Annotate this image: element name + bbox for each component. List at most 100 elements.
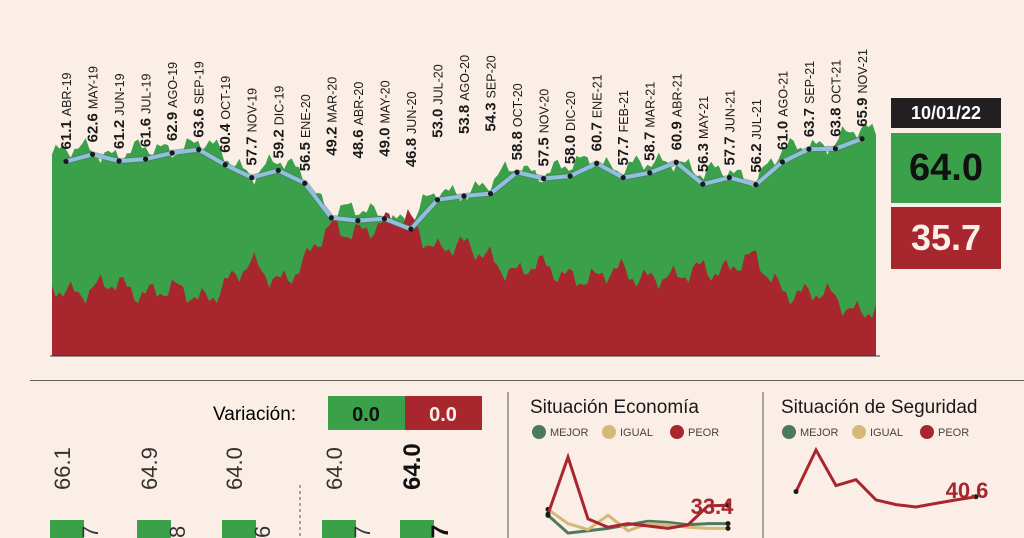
approval-value-label: 65.9 NOV-21 xyxy=(854,49,871,127)
economy-title: Situación Economía xyxy=(530,397,699,418)
approval-value: 48.6 xyxy=(350,129,367,158)
mini-disapprove-label: 7 xyxy=(78,526,103,538)
approval-value-label: 62.9 AGO-19 xyxy=(164,62,181,141)
approval-value-label: 57.7 JUN-21 xyxy=(721,90,738,166)
approval-value: 57.7 xyxy=(721,136,738,165)
approval-month: JUL-20 xyxy=(431,64,445,104)
approval-point xyxy=(196,147,202,153)
approval-month: MAR-20 xyxy=(325,77,339,123)
approval-month: OCT-20 xyxy=(511,83,525,127)
approval-month: ENE-21 xyxy=(591,74,605,118)
approval-value: 62.9 xyxy=(164,112,181,141)
approval-month: AGO-19 xyxy=(166,62,180,108)
mini-bars-layer: 66.1 7 64.9 8 64.0 6 64.0 7 64.0 7 xyxy=(50,443,454,538)
legend-dot xyxy=(532,425,546,439)
approval-value: 57.5 xyxy=(536,137,553,166)
approval-point xyxy=(753,182,759,188)
mini-approve-label: 64.9 xyxy=(137,447,162,490)
approval-point xyxy=(116,158,122,164)
series-point xyxy=(545,511,551,517)
approval-point xyxy=(859,136,865,142)
approval-point xyxy=(249,174,255,181)
approval-value: 53.8 xyxy=(456,105,473,134)
approval-month: AGO-20 xyxy=(458,55,472,101)
approval-value: 57.7 xyxy=(615,136,632,165)
approval-point xyxy=(275,167,281,174)
approval-month: DIC-19 xyxy=(272,86,286,126)
approval-month: NOV-20 xyxy=(538,89,552,134)
mini-approve-bar xyxy=(50,520,84,538)
mini-approve-bar xyxy=(222,520,256,538)
bottom-svg: Variación: 0.0 0.0 66.1764.9864.0664.076… xyxy=(30,379,1024,538)
line-layer xyxy=(63,135,865,233)
mini-disapprove-label: 6 xyxy=(250,526,275,538)
approval-point xyxy=(806,146,812,152)
approval-value: 61.0 xyxy=(774,121,791,150)
approval-value-label: 61.6 JUL-19 xyxy=(138,74,155,148)
legend-dot xyxy=(670,425,684,439)
approval-value-label: 54.3 SEP-20 xyxy=(483,55,500,131)
approval-value-label: 58.8 OCT-20 xyxy=(509,83,526,160)
approval-value: 58.7 xyxy=(642,132,659,161)
approval-month: NOV-21 xyxy=(856,49,870,94)
approval-month: SEP-21 xyxy=(803,61,817,104)
approval-value-label: 63.7 SEP-21 xyxy=(801,61,818,137)
variation-approve-value: 0.0 xyxy=(352,404,380,426)
disapprove-value-box: 35.7 xyxy=(891,207,1001,269)
approval-value: 49.0 xyxy=(376,128,393,157)
approval-value-label: 57.7 FEB-21 xyxy=(615,90,632,166)
approval-value-label: 63.8 OCT-21 xyxy=(827,60,844,137)
legend-label: MEJOR xyxy=(550,427,589,439)
approval-month: JUN-19 xyxy=(113,73,127,115)
approval-point xyxy=(381,216,387,222)
approval-month: AGO-21 xyxy=(776,71,790,117)
label-layer: 61.1 ABR-19 62.6 MAY-19 61.2 JUN-19 61.6 JUL-19… xyxy=(58,49,871,173)
approval-point xyxy=(222,162,228,168)
approval-point xyxy=(514,169,520,175)
approval-month: ENE-20 xyxy=(299,94,313,138)
security-legend: MEJOR IGUAL PEOR xyxy=(782,425,969,439)
economy-legend: MEJOR IGUAL PEOR xyxy=(532,425,719,439)
approval-value: 61.1 xyxy=(58,120,75,149)
approval-point xyxy=(461,193,467,199)
approval-point xyxy=(673,159,679,166)
approval-value: 58.8 xyxy=(509,131,526,160)
approval-month: SEP-20 xyxy=(485,55,499,98)
mini-disapprove-label: 7 xyxy=(350,526,375,538)
approval-value-label: 56.3 MAY-21 xyxy=(695,96,712,172)
variation-label: Variación: xyxy=(213,404,296,425)
approval-value-label: 49.0 MAY-20 xyxy=(376,80,393,156)
approval-point xyxy=(541,175,547,182)
approval-value-label: 56.2 JUL-21 xyxy=(748,99,765,173)
approval-value-label: 58.0 DIC-20 xyxy=(562,91,579,164)
mini-approve-bar xyxy=(137,520,171,538)
series-point xyxy=(725,502,731,508)
approval-value-label: 60.4 OCT-19 xyxy=(217,76,234,153)
approval-point xyxy=(302,180,308,186)
approval-value-label: 46.8 JUN-20 xyxy=(403,92,420,168)
approval-point xyxy=(487,191,494,197)
approval-value-label: 53.8 AGO-20 xyxy=(456,55,473,134)
approval-month: JUL-19 xyxy=(140,74,154,114)
approval-point xyxy=(328,215,334,221)
legend-dot xyxy=(782,425,796,439)
approval-point xyxy=(89,151,96,157)
approval-value: 56.3 xyxy=(695,143,712,172)
series-point xyxy=(973,494,979,500)
approval-value-label: 49.2 MAR-20 xyxy=(323,77,340,156)
approval-month: JUN-21 xyxy=(723,90,737,132)
approval-point xyxy=(700,181,706,187)
approval-value: 58.0 xyxy=(562,135,579,164)
approval-value-label: 61.2 JUN-19 xyxy=(111,73,128,149)
disapprove-area xyxy=(52,209,876,356)
mini-disapprove-label: 7 xyxy=(427,525,454,538)
approval-month: OCT-19 xyxy=(219,76,233,120)
approval-value-label: 63.6 SEP-19 xyxy=(191,61,208,137)
approval-month: ABR-19 xyxy=(60,72,74,116)
approval-month: NOV-19 xyxy=(246,88,260,133)
approval-value: 65.9 xyxy=(854,98,871,127)
approval-value: 61.2 xyxy=(111,120,128,149)
approval-value: 46.8 xyxy=(403,138,420,167)
approval-month: DIC-20 xyxy=(564,91,578,131)
approval-area-chart: 61.1 ABR-19 62.6 MAY-19 61.2 JUN-19 61.6 JUL-19… xyxy=(50,49,1001,357)
